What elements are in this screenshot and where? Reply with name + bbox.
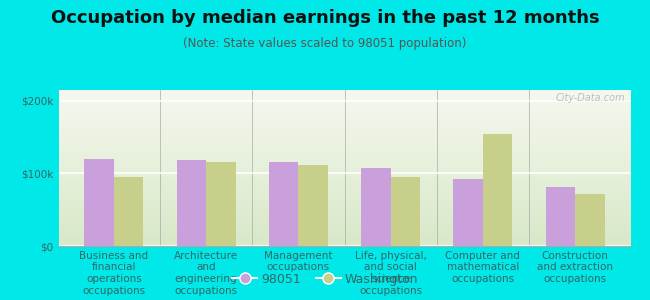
Bar [177, 160, 206, 246]
Bar [298, 165, 328, 246]
Text: (Note: State values scaled to 98051 population): (Note: State values scaled to 98051 popu… [183, 38, 467, 50]
Text: City-Data.com: City-Data.com [555, 93, 625, 103]
Bar [361, 168, 391, 246]
Text: Occupation by median earnings in the past 12 months: Occupation by median earnings in the pas… [51, 9, 599, 27]
Legend: 98051, Washington: 98051, Washington [227, 268, 423, 291]
Bar [391, 177, 420, 246]
Bar [483, 134, 512, 246]
Bar [575, 194, 604, 246]
Bar [453, 179, 483, 246]
Bar [269, 162, 298, 246]
Bar [84, 159, 114, 246]
Bar [114, 177, 144, 246]
Bar [206, 162, 236, 246]
Bar [545, 187, 575, 246]
